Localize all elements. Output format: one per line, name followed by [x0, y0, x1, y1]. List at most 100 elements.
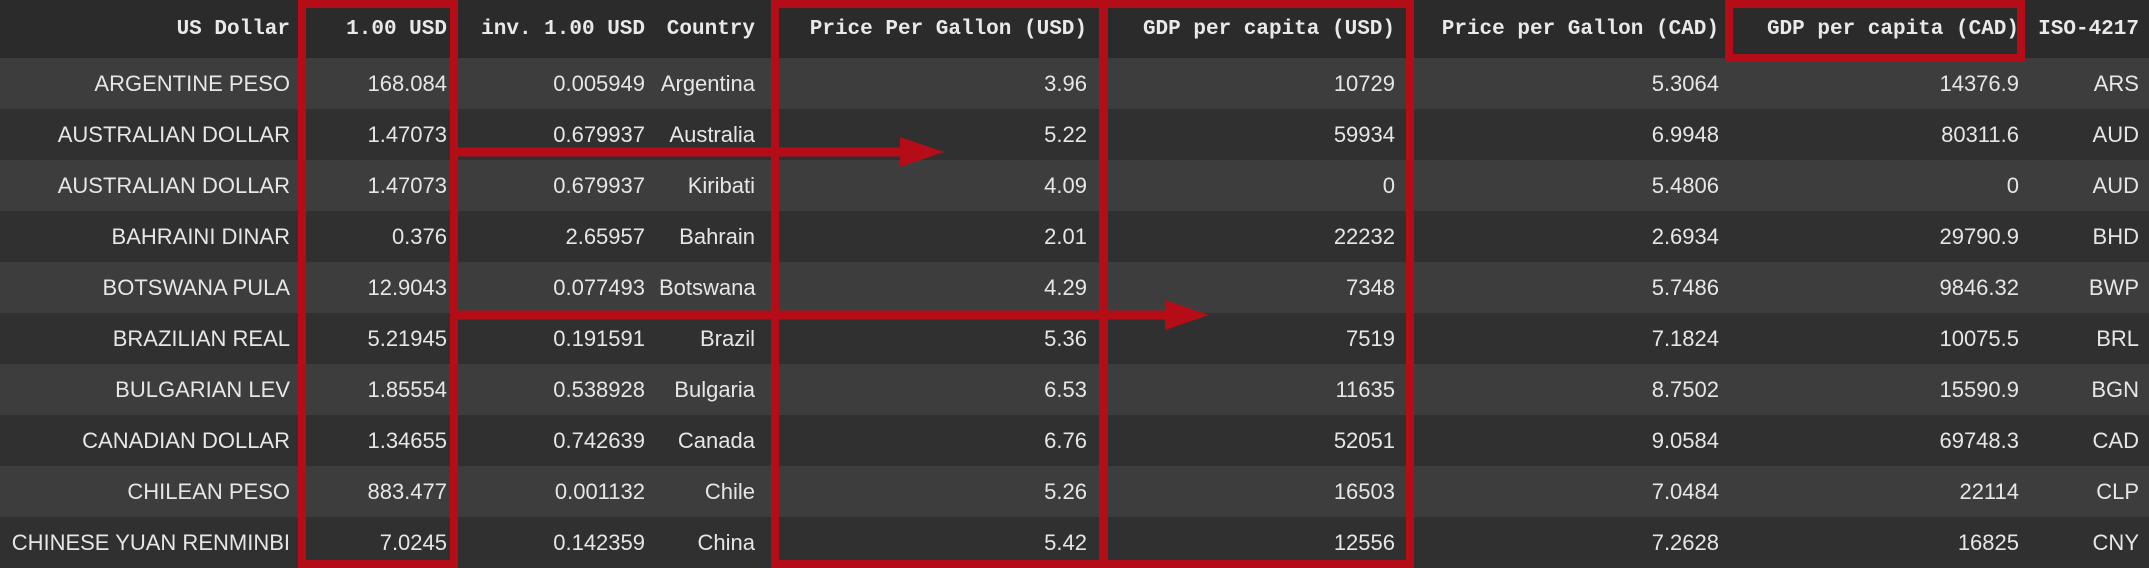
column-header[interactable]: Price Per Gallon (USD) [765, 0, 1097, 58]
table-cell: 5.3064 [1405, 58, 1729, 109]
table-cell: Kiribati [655, 160, 765, 211]
table-cell: 80311.6 [1729, 109, 2029, 160]
table-cell: CAD [2029, 415, 2149, 466]
table-cell: 9.0584 [1405, 415, 1729, 466]
table-cell: 0.679937 [457, 109, 655, 160]
table-cell: 16503 [1097, 466, 1405, 517]
table-cell: 6.76 [765, 415, 1097, 466]
table-cell: Brazil [655, 313, 765, 364]
column-header[interactable]: GDP per capita (USD) [1097, 0, 1405, 58]
table-cell: 0 [1097, 160, 1405, 211]
table-cell: BAHRAINI DINAR [0, 211, 300, 262]
table-cell: China [655, 517, 765, 568]
table-row[interactable]: ARGENTINE PESO 168.084 0.005949 Argentina 3.… [0, 58, 2149, 109]
table-cell: 0.005949 [457, 58, 655, 109]
table-cell: Argentina [655, 58, 765, 109]
table-cell: 0.679937 [457, 160, 655, 211]
table-cell: 168.084 [300, 58, 457, 109]
table-body: ARGENTINE PESO 168.084 0.005949 Argentina 3.… [0, 58, 2149, 568]
table-cell: 29790.9 [1729, 211, 2029, 262]
table-cell: 4.09 [765, 160, 1097, 211]
table-cell: CHILEAN PESO [0, 466, 300, 517]
table-cell: 6.9948 [1405, 109, 1729, 160]
table-cell: 0.191591 [457, 313, 655, 364]
table-cell: AUSTRALIAN DOLLAR [0, 160, 300, 211]
table-cell: 0.001132 [457, 466, 655, 517]
table-cell: 59934 [1097, 109, 1405, 160]
table-row[interactable]: CANADIAN DOLLAR 1.34655 0.742639 Canada 6.76… [0, 415, 2149, 466]
table-cell: 10729 [1097, 58, 1405, 109]
table-cell: 10075.5 [1729, 313, 2029, 364]
table-cell: BULGARIAN LEV [0, 364, 300, 415]
table-cell: 2.65957 [457, 211, 655, 262]
table-row[interactable]: CHILEAN PESO 883.477 0.001132 Chile 5.26 1650… [0, 466, 2149, 517]
table-cell: 3.96 [765, 58, 1097, 109]
table-cell: 5.26 [765, 466, 1097, 517]
table-cell: 7.1824 [1405, 313, 1729, 364]
table-row[interactable]: AUSTRALIAN DOLLAR 1.47073 0.679937 Kiribati… [0, 160, 2149, 211]
table-cell: 0.142359 [457, 517, 655, 568]
table-cell: BHD [2029, 211, 2149, 262]
column-header[interactable]: US Dollar [0, 0, 300, 58]
table-cell: 4.29 [765, 262, 1097, 313]
table-row[interactable]: BOTSWANA PULA 12.9043 0.077493 Botswana 4.29… [0, 262, 2149, 313]
column-header[interactable]: Price per Gallon (CAD) [1405, 0, 1729, 58]
table-row[interactable]: BAHRAINI DINAR 0.376 2.65957 Bahrain 2.01 222… [0, 211, 2149, 262]
table-cell: 8.7502 [1405, 364, 1729, 415]
table-cell: Bahrain [655, 211, 765, 262]
table-cell: Botswana [655, 262, 765, 313]
table-cell: 5.36 [765, 313, 1097, 364]
table-cell: 7.0245 [300, 517, 457, 568]
table-cell: 22232 [1097, 211, 1405, 262]
header-row: US Dollar 1.00 USD inv. 1.00 USD Country Pri… [0, 0, 2149, 58]
column-header[interactable]: 1.00 USD [300, 0, 457, 58]
table-cell: 0.376 [300, 211, 457, 262]
column-header[interactable]: GDP per capita (CAD) [1729, 0, 2029, 58]
table-cell: CNY [2029, 517, 2149, 568]
table-cell: AUD [2029, 109, 2149, 160]
table-cell: 6.53 [765, 364, 1097, 415]
table-cell: 7.2628 [1405, 517, 1729, 568]
column-header[interactable]: inv. 1.00 USD [457, 0, 655, 58]
table-row[interactable]: CHINESE YUAN RENMINBI 7.0245 0.142359 China… [0, 517, 2149, 568]
table-cell: 0 [1729, 160, 2029, 211]
table-cell: 1.47073 [300, 160, 457, 211]
column-header[interactable]: Country [655, 0, 765, 58]
table-cell: Bulgaria [655, 364, 765, 415]
table-cell: 5.42 [765, 517, 1097, 568]
table-cell: Australia [655, 109, 765, 160]
table-cell: 69748.3 [1729, 415, 2029, 466]
table-cell: 22114 [1729, 466, 2029, 517]
table-cell: BOTSWANA PULA [0, 262, 300, 313]
table-cell: CHINESE YUAN RENMINBI [0, 517, 300, 568]
table-header: US Dollar 1.00 USD inv. 1.00 USD Country Pri… [0, 0, 2149, 58]
table-cell: 883.477 [300, 466, 457, 517]
table-cell: AUSTRALIAN DOLLAR [0, 109, 300, 160]
table-cell: 12556 [1097, 517, 1405, 568]
table-cell: BWP [2029, 262, 2149, 313]
table-cell: 5.21945 [300, 313, 457, 364]
table-cell: 1.47073 [300, 109, 457, 160]
table-cell: BRAZILIAN REAL [0, 313, 300, 364]
table-cell: 15590.9 [1729, 364, 2029, 415]
table-cell: 52051 [1097, 415, 1405, 466]
table-cell: 0.742639 [457, 415, 655, 466]
table-cell: 2.01 [765, 211, 1097, 262]
table-row[interactable]: BULGARIAN LEV 1.85554 0.538928 Bulgaria 6.53… [0, 364, 2149, 415]
table-cell: CANADIAN DOLLAR [0, 415, 300, 466]
table-cell: 7.0484 [1405, 466, 1729, 517]
table-cell: 9846.32 [1729, 262, 2029, 313]
table-cell: 1.85554 [300, 364, 457, 415]
table-cell: BGN [2029, 364, 2149, 415]
table-row[interactable]: AUSTRALIAN DOLLAR 1.47073 0.679937 Australi… [0, 109, 2149, 160]
table-cell: 1.34655 [300, 415, 457, 466]
table-cell: 16825 [1729, 517, 2029, 568]
table-cell: 5.7486 [1405, 262, 1729, 313]
table-cell: 5.22 [765, 109, 1097, 160]
table-cell: 14376.9 [1729, 58, 2029, 109]
table-cell: CLP [2029, 466, 2149, 517]
column-header[interactable]: ISO-4217 [2029, 0, 2149, 58]
table-row[interactable]: BRAZILIAN REAL 5.21945 0.191591 Brazil 5.36 7… [0, 313, 2149, 364]
table-cell: 0.077493 [457, 262, 655, 313]
